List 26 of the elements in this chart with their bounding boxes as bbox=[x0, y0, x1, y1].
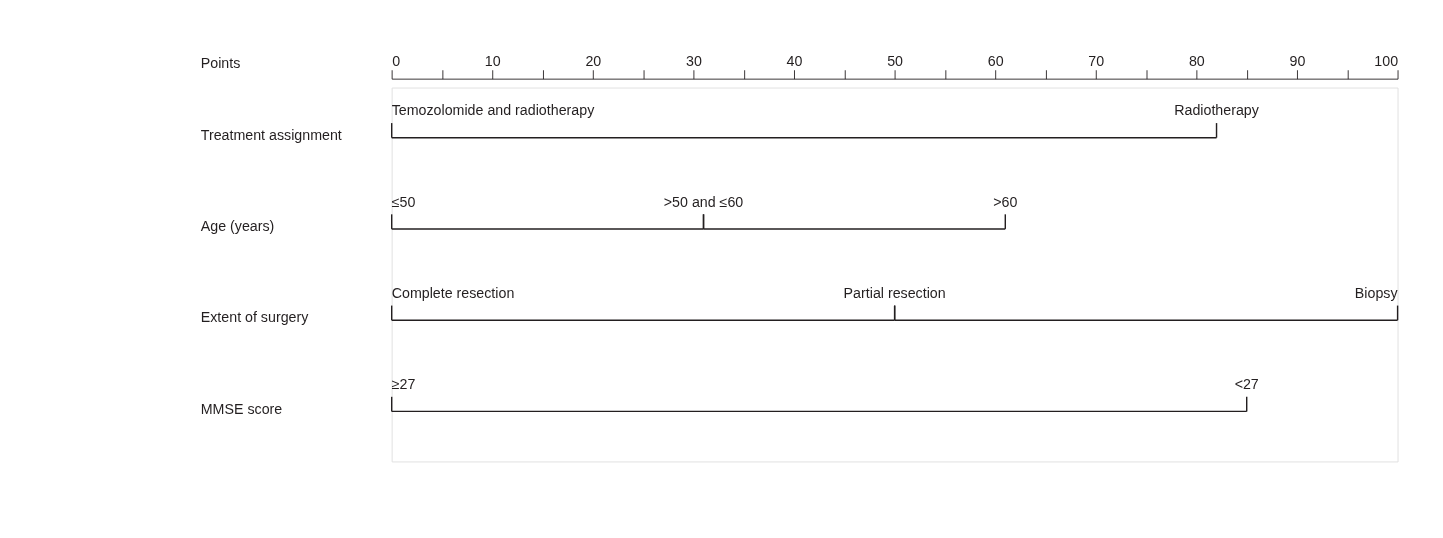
y-tick-label: Age (years) bbox=[200, 218, 275, 235]
x-tick-label: 0 bbox=[392, 52, 401, 69]
annotation: Partial resection bbox=[843, 284, 946, 301]
x-tick-label: 100 bbox=[1374, 52, 1399, 69]
annotation: ≥27 bbox=[391, 376, 416, 393]
x-tick-label: 90 bbox=[1289, 52, 1306, 69]
y-tick-label: Treatment assignment bbox=[200, 126, 342, 143]
annotation: Biopsy bbox=[1354, 284, 1399, 301]
x-tick-label: 20 bbox=[585, 52, 602, 69]
x-tick-label: 70 bbox=[1088, 52, 1105, 69]
x-tick-label: 80 bbox=[1188, 52, 1205, 69]
annotation: <27 bbox=[1234, 376, 1259, 393]
x-tick-label: 10 bbox=[484, 52, 501, 69]
annotation: >50 and ≤60 bbox=[663, 193, 744, 210]
x-tick-label: 40 bbox=[786, 52, 803, 69]
y-tick-label: Extent of surgery bbox=[200, 309, 310, 326]
x-tick-label: 50 bbox=[887, 52, 904, 69]
annotation: Radiotherapy bbox=[1174, 102, 1260, 119]
y-tick-label: MMSE score bbox=[200, 400, 283, 417]
x-axis-title: Points bbox=[200, 54, 241, 71]
x-tick-label: 60 bbox=[987, 52, 1004, 69]
annotation: Complete resection bbox=[391, 284, 515, 301]
annotation: ≤50 bbox=[391, 193, 416, 210]
annotation: >60 bbox=[993, 193, 1018, 210]
annotation: Temozolomide and radiotherapy bbox=[391, 102, 596, 119]
x-tick-label: 30 bbox=[685, 52, 702, 69]
